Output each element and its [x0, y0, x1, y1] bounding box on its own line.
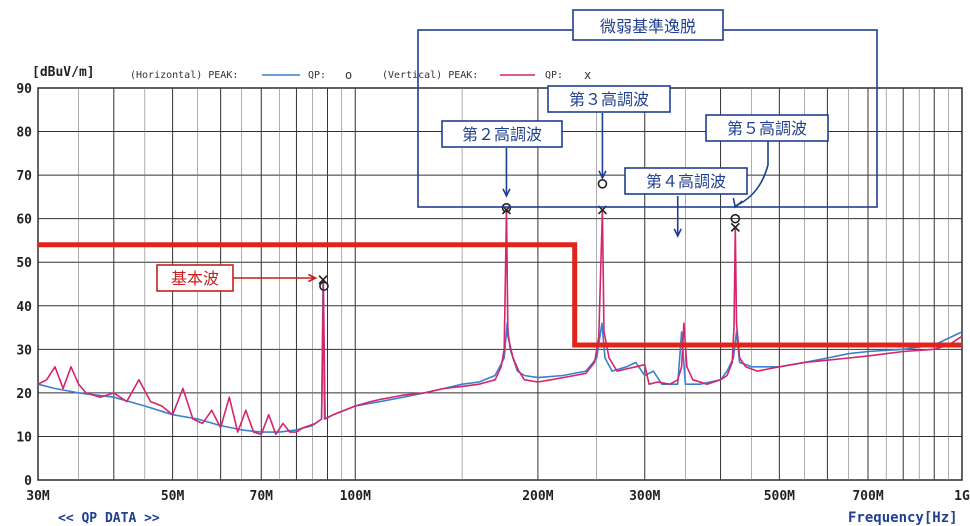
h3-label: 第３高調波	[569, 90, 649, 109]
y-axis-label: [dBuV/m]	[32, 65, 95, 80]
y-tick-20: 20	[16, 387, 32, 402]
legend-horizontal-label: (Horizontal) PEAK:	[130, 70, 238, 81]
series-vertical-peak	[37, 209, 963, 436]
h4-label: 第４高調波	[646, 172, 726, 191]
x-tick-30M: 30M	[26, 489, 50, 504]
h3-box	[547, 85, 671, 113]
y-tick-0: 0	[24, 474, 32, 489]
x-tick-100M: 100M	[340, 489, 371, 504]
x-tick-700M: 700M	[852, 489, 883, 504]
deviation-label: 微弱基準逸脱	[600, 17, 696, 36]
limit-line	[38, 242, 962, 348]
legend-qp-label-2: QP:	[545, 70, 563, 81]
y-tick-80: 80	[16, 126, 32, 141]
legend-qp-h-symbol: o	[345, 68, 352, 82]
y-tick-10: 10	[16, 430, 32, 445]
qp-marker-o-6	[730, 213, 741, 224]
h5-box	[705, 114, 829, 142]
legend-qp-label-1: QP:	[308, 70, 326, 81]
deviation-label-box	[572, 9, 724, 41]
x-tick-300M: 300M	[629, 489, 660, 504]
y-tick-30: 30	[16, 343, 32, 358]
h2-label: 第２高調波	[462, 125, 542, 144]
legend-qp-v-symbol: x	[584, 68, 591, 82]
y-tick-90: 90	[16, 82, 32, 97]
series-layer	[37, 209, 963, 436]
x-tick-70M: 70M	[250, 489, 274, 504]
h2-box	[441, 120, 563, 148]
x-tick-200M: 200M	[522, 489, 553, 504]
x-tick-50M: 50M	[161, 489, 185, 504]
h2-arrow-head	[502, 188, 511, 198]
x-tick-500M: 500M	[764, 489, 795, 504]
y-tick-50: 50	[16, 256, 32, 271]
fundamental-arrow-head	[308, 273, 318, 283]
h4-box	[624, 167, 748, 195]
x-tick-labels: 30M 50M 70M 100M 200M 300M 500M 700M 1G	[26, 489, 970, 504]
grid	[37, 87, 963, 481]
qp-data-footer: << QP DATA >>	[58, 511, 160, 526]
h5-label: 第５高調波	[727, 119, 807, 138]
qp-marker-x-7	[730, 222, 740, 232]
y-tick-labels: 0 10 20 30 40 50 60 70 80 90	[16, 82, 32, 489]
legend: (Horizontal) PEAK: QP: o (Vertical) PEAK…	[130, 68, 591, 82]
y-tick-70: 70	[16, 169, 32, 184]
h4-arrow-head	[673, 228, 682, 238]
y-tick-40: 40	[16, 300, 32, 315]
y-tick-60: 60	[16, 213, 32, 228]
h3-arrow-head	[598, 170, 607, 180]
x-tick-1G: 1G	[954, 489, 970, 504]
legend-vertical-label: (Vertical) PEAK:	[382, 70, 478, 81]
x-axis-label: Frequency[Hz]	[848, 510, 958, 526]
h5-arrow-head	[732, 197, 743, 209]
qp-marker-o-1	[319, 281, 329, 291]
fundamental-label: 基本波	[171, 269, 219, 288]
limit-layer	[38, 242, 962, 348]
